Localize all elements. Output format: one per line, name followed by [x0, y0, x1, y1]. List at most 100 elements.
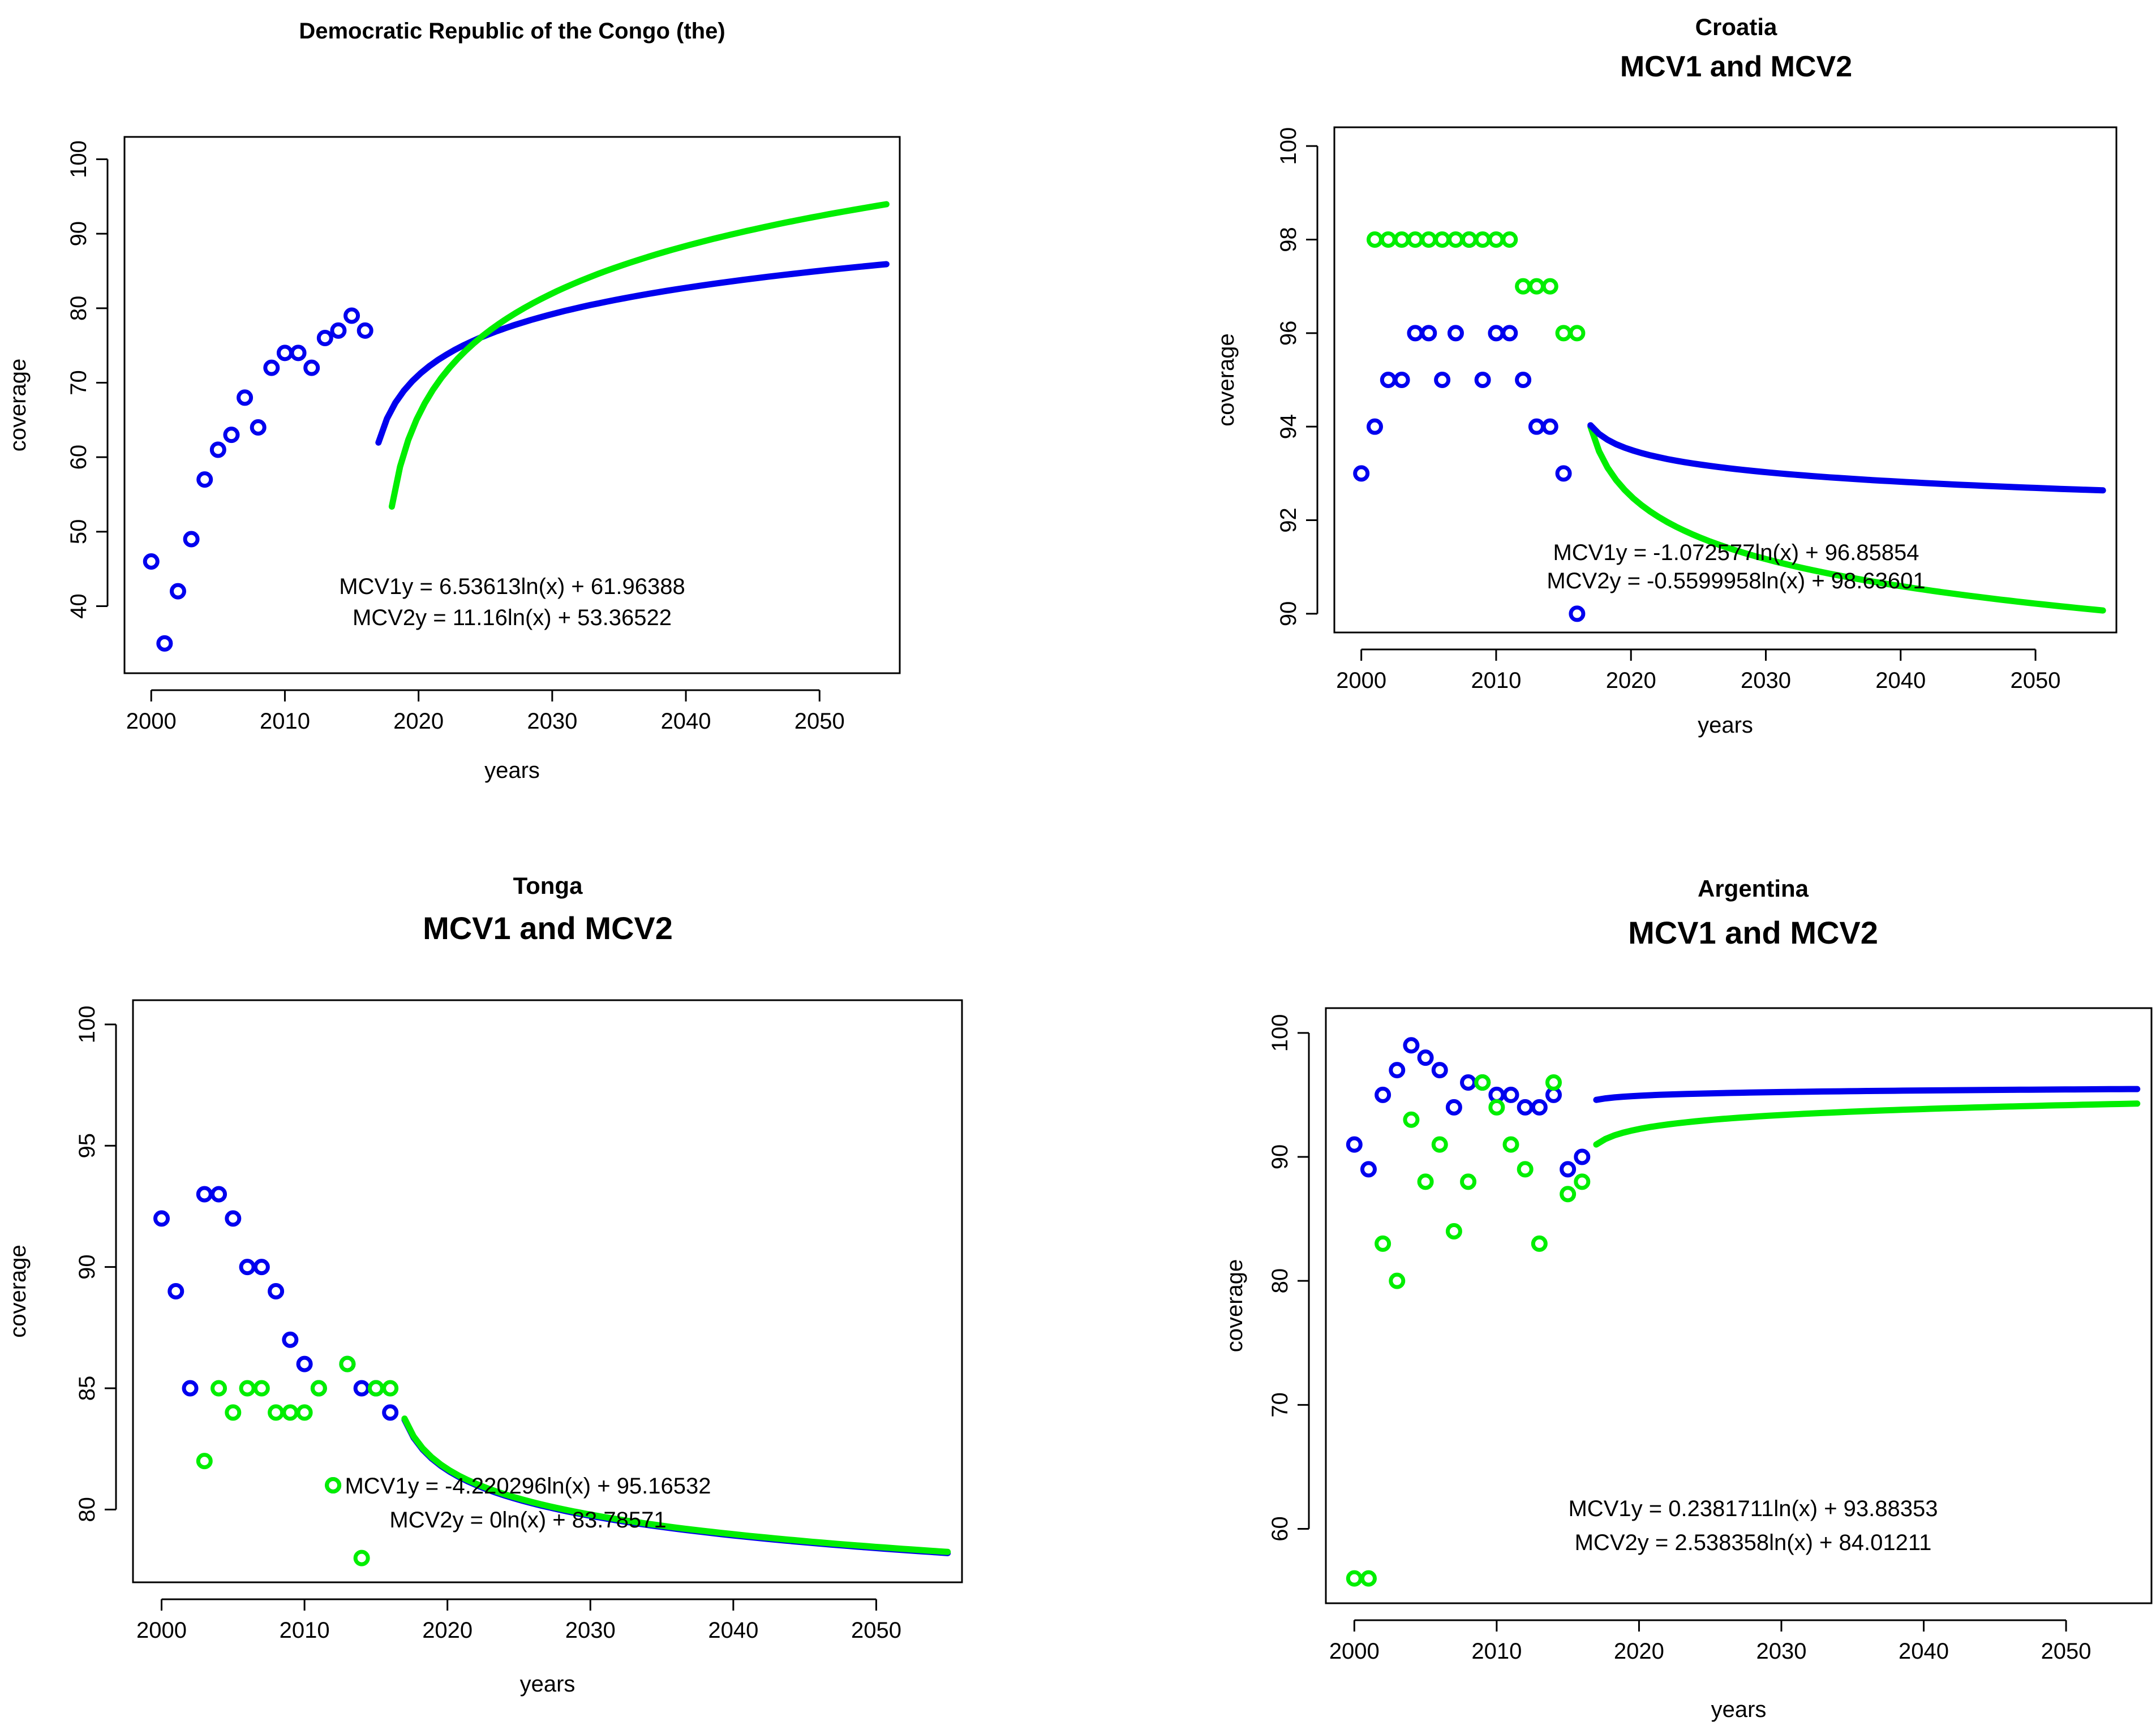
y-tick-label: 90	[66, 221, 91, 247]
data-point-mcv1	[143, 553, 160, 570]
y-tick-label: 80	[66, 296, 91, 321]
data-point-mcv1	[357, 322, 373, 339]
data-point-mcv1	[1403, 1037, 1420, 1054]
x-tick-label: 2050	[2011, 668, 2061, 693]
y-tick-label: 80	[75, 1497, 100, 1522]
y-tick-label: 40	[66, 593, 91, 619]
x-tick-label: 2000	[1329, 1639, 1380, 1664]
x-tick-label: 2040	[708, 1618, 758, 1643]
chart-panel-2: Croatia MCV1 and MCV2 2000 2010 2020 2030 2040…	[1214, 14, 2118, 738]
data-point-mcv1	[253, 1259, 270, 1276]
y-tick-label: 85	[75, 1376, 100, 1401]
data-point-mcv1	[1445, 1099, 1462, 1116]
equation-label: MCV1y = 6.53613ln(x) + 61.96388	[339, 574, 685, 599]
data-point-mcv2	[253, 1380, 270, 1397]
fit-line-mcv2-fit	[1587, 422, 2106, 494]
y-tick-label: 94	[1276, 414, 1301, 440]
x-tick-label: 2030	[1756, 1639, 1806, 1664]
x-axis: 2000 2010 2020 2030 2040 2050 years	[126, 689, 845, 783]
y-tick-label: 100	[75, 1006, 100, 1044]
data-point-mcv1	[268, 1283, 285, 1299]
equation-label: MCV2y = -0.5599958ln(x) + 98.63601	[1547, 569, 1925, 593]
chart-title: Croatia	[1695, 14, 1777, 40]
data-point-mcv1	[296, 1355, 313, 1372]
data-point-mcv1	[303, 359, 320, 376]
x-tick-label: 2010	[1471, 668, 1521, 693]
chart-panel-1: Democratic Republic of the Congo (the) 20…	[6, 19, 901, 783]
y-tick-label: 90	[1276, 601, 1301, 627]
data-point-mcv1	[343, 307, 360, 324]
data-point-mcv2	[296, 1404, 313, 1421]
data-point-mcv1	[223, 427, 240, 444]
data-point-mcv2	[1360, 1570, 1377, 1587]
data-point-mcv2	[1541, 278, 1558, 295]
chart-title: Democratic Republic of the Congo (the)	[299, 19, 725, 44]
y-axis-label: coverage	[6, 1245, 31, 1338]
data-point-mcv1	[282, 1331, 299, 1348]
x-axis: 2000 2010 2020 2030 2040 2050 years	[136, 1598, 901, 1697]
data-point-mcv2	[1488, 1099, 1505, 1116]
equation-label: MCV1y = -1.072577ln(x) + 96.85854	[1553, 540, 1919, 565]
data-point-mcv2	[1574, 1173, 1591, 1190]
y-axis-label: coverage	[1214, 333, 1239, 427]
data-point-mcv1	[237, 389, 254, 406]
x-tick-label: 2020	[1606, 668, 1656, 693]
equation-label: MCV2y = 2.538358ln(x) + 84.01211	[1575, 1530, 1932, 1555]
data-point-mcv1	[225, 1210, 242, 1227]
x-tick-label: 2040	[661, 709, 711, 734]
data-point-mcv1	[1474, 372, 1491, 388]
equation-label: MCV1y = -4.220296ln(x) + 95.16532	[345, 1474, 711, 1499]
y-tick-label: 96	[1276, 321, 1301, 346]
plot-frame	[123, 136, 901, 674]
data-point-mcv2	[353, 1549, 370, 1566]
data-point-mcv1	[1501, 325, 1518, 342]
data-point-mcv1	[1431, 1062, 1448, 1079]
data-point-mcv1	[1375, 1086, 1391, 1103]
data-point-mcv1	[1434, 372, 1451, 388]
data-point-mcv1	[1346, 1136, 1363, 1153]
plot-frame	[1325, 1007, 2153, 1604]
y-axis: 40 50 60 70 80 90 100 coverage	[6, 140, 109, 619]
chart-subtitle: MCV1 and MCV2	[1628, 915, 1878, 950]
data-point-mcv1	[169, 583, 186, 600]
equation-label: MCV1y = 0.2381711ln(x) + 93.88353	[1568, 1496, 1938, 1521]
x-tick-label: 2020	[422, 1618, 473, 1643]
data-point-mcv2	[1545, 1074, 1562, 1091]
series-mcv2	[1346, 1074, 1591, 1587]
data-point-mcv2	[225, 1404, 242, 1421]
data-point-mcv1	[1560, 1161, 1577, 1178]
data-point-mcv2	[196, 1453, 213, 1470]
data-point-mcv1	[263, 359, 280, 376]
data-point-mcv2	[211, 1380, 227, 1397]
data-point-mcv2	[1560, 1186, 1577, 1203]
fit-line-mcv2-fit	[1593, 1100, 2141, 1148]
y-tick-label: 50	[66, 519, 91, 545]
x-tick-label: 2040	[1899, 1639, 1949, 1664]
y-tick-label: 80	[1268, 1268, 1292, 1294]
y-tick-label: 100	[1276, 127, 1301, 165]
plot-frame	[132, 999, 963, 1583]
data-point-mcv1	[168, 1283, 184, 1299]
y-tick-label: 70	[1268, 1392, 1292, 1418]
chart-subtitle: MCV1 and MCV2	[1620, 50, 1852, 83]
series-mcv2	[1366, 231, 1586, 342]
data-point-mcv2	[310, 1380, 327, 1397]
data-point-mcv2	[1403, 1111, 1420, 1128]
y-tick-label: 60	[66, 445, 91, 470]
data-point-mcv1	[1420, 325, 1437, 342]
x-tick-label: 2000	[136, 1618, 187, 1643]
series-mcv1	[1346, 1037, 1591, 1178]
data-point-mcv2	[1501, 231, 1518, 248]
y-tick-label: 60	[1268, 1516, 1292, 1542]
data-point-mcv1	[1360, 1161, 1377, 1178]
panels: Democratic Republic of the Congo (the) 20…	[6, 14, 2153, 1722]
fit-line-mcv1-fit	[1587, 423, 2106, 614]
x-tick-label: 2030	[527, 709, 577, 734]
y-tick-label: 95	[75, 1133, 100, 1159]
x-tick-label: 2030	[565, 1618, 616, 1643]
data-point-mcv1	[1541, 418, 1558, 435]
series-mcv1	[143, 307, 373, 652]
